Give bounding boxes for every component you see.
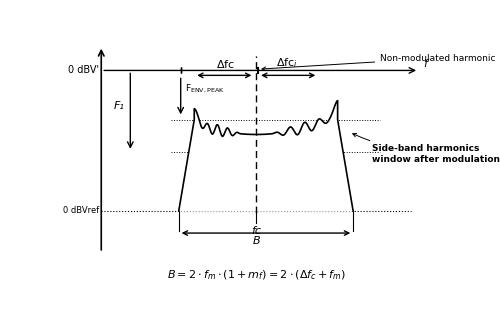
Text: fc: fc bbox=[252, 226, 261, 236]
Text: f: f bbox=[423, 59, 427, 69]
Text: $\mathsf{F_{ENV,PEAK}}$: $\mathsf{F_{ENV,PEAK}}$ bbox=[184, 83, 224, 95]
Text: $B = 2 \cdot f_m \cdot (1 + m_f) = 2 \cdot (\Delta f_c + f_m)$: $B = 2 \cdot f_m \cdot (1 + m_f) = 2 \cd… bbox=[166, 269, 346, 282]
Text: F₁: F₁ bbox=[114, 101, 124, 111]
Text: Side-band harmonics
window after modulation: Side-band harmonics window after modulat… bbox=[353, 133, 500, 164]
Text: 0 dBVref: 0 dBVref bbox=[63, 206, 100, 215]
Text: B: B bbox=[252, 236, 260, 245]
Polygon shape bbox=[179, 101, 353, 211]
Text: Non-modulated harmonic: Non-modulated harmonic bbox=[262, 54, 496, 70]
Text: $\Delta$fc: $\Delta$fc bbox=[216, 59, 234, 70]
Text: 0 dBV': 0 dBV' bbox=[68, 65, 100, 76]
Text: $\Delta$fc$_i$: $\Delta$fc$_i$ bbox=[276, 57, 298, 70]
